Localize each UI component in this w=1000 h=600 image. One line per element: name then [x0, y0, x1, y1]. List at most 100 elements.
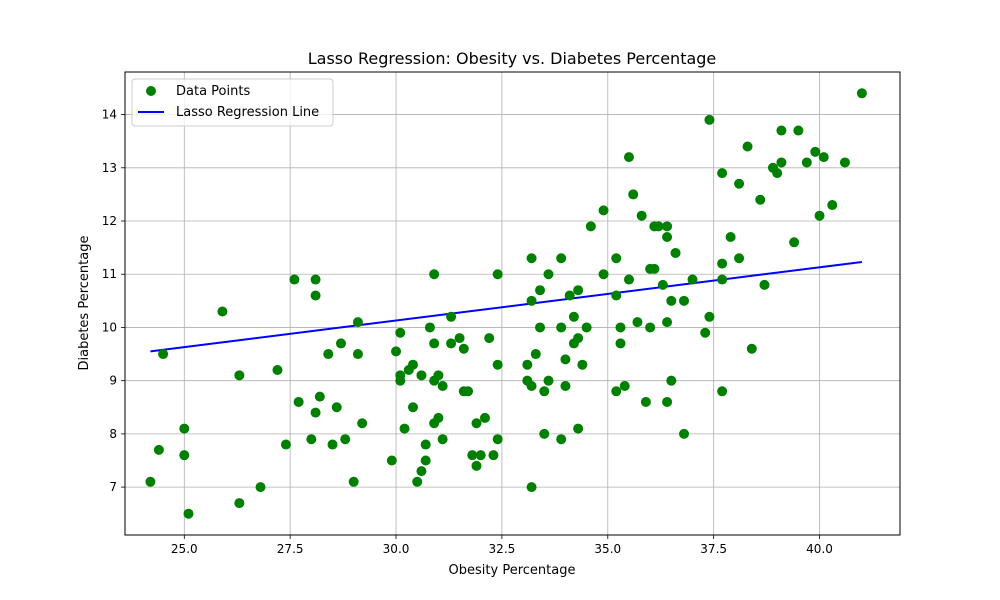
- data-point: [424, 322, 435, 333]
- data-point: [492, 434, 503, 445]
- data-point: [623, 152, 634, 163]
- y-tick-label: 12: [102, 214, 117, 228]
- data-point: [433, 370, 444, 381]
- data-point: [314, 391, 325, 402]
- data-point: [407, 359, 418, 370]
- data-point: [145, 476, 156, 487]
- data-point: [611, 386, 622, 397]
- data-point: [467, 450, 478, 461]
- data-point: [653, 221, 664, 232]
- data-point: [632, 317, 643, 328]
- data-point: [772, 168, 783, 179]
- data-point: [158, 349, 169, 360]
- data-point: [662, 396, 673, 407]
- data-point: [526, 380, 537, 391]
- data-point: [153, 444, 164, 455]
- data-point: [619, 380, 630, 391]
- data-point: [492, 269, 503, 280]
- data-point: [535, 322, 546, 333]
- legend-label-regression-line: Lasso Regression Line: [176, 105, 319, 120]
- data-point: [666, 375, 677, 386]
- data-point: [755, 194, 766, 205]
- x-axis-label: Obesity Percentage: [449, 563, 576, 578]
- x-tick-label: 40.0: [806, 542, 833, 556]
- data-point: [331, 402, 342, 413]
- data-point: [289, 274, 300, 285]
- data-point: [577, 359, 588, 370]
- data-point: [327, 439, 338, 450]
- data-point: [179, 423, 190, 434]
- x-tick-label: 37.5: [700, 542, 727, 556]
- data-point: [429, 338, 440, 349]
- data-point: [386, 455, 397, 466]
- data-point: [679, 295, 690, 306]
- data-point: [471, 418, 482, 429]
- data-point: [323, 349, 334, 360]
- data-point: [581, 322, 592, 333]
- data-point: [463, 386, 474, 397]
- y-axis-ticks: 7 8 9 10 11 12 13 14: [102, 108, 125, 494]
- data-point: [293, 396, 304, 407]
- data-point: [598, 205, 609, 216]
- data-point: [479, 412, 490, 423]
- y-tick-label: 11: [102, 267, 117, 281]
- data-point: [255, 482, 266, 493]
- data-point: [662, 221, 673, 232]
- data-point: [399, 423, 410, 434]
- data-point: [526, 253, 537, 264]
- data-point: [717, 258, 728, 269]
- grid: [125, 72, 900, 535]
- data-point: [670, 247, 681, 258]
- data-point: [446, 338, 457, 349]
- data-point: [458, 343, 469, 354]
- data-point: [704, 311, 715, 322]
- data-point: [801, 157, 812, 168]
- x-tick-label: 35.0: [594, 542, 621, 556]
- data-point: [217, 306, 228, 317]
- data-point: [615, 338, 626, 349]
- data-point: [746, 343, 757, 354]
- data-point: [539, 386, 550, 397]
- chart-title: Lasso Regression: Obesity vs. Diabetes P…: [308, 49, 717, 68]
- data-point: [573, 333, 584, 344]
- data-point: [454, 333, 465, 344]
- data-point: [310, 407, 321, 418]
- data-point: [306, 434, 317, 445]
- data-point: [636, 210, 647, 221]
- data-point: [742, 141, 753, 152]
- data-point: [645, 322, 656, 333]
- data-point: [556, 322, 567, 333]
- legend-label-data-points: Data Points: [176, 84, 250, 99]
- data-point: [568, 311, 579, 322]
- data-point: [717, 386, 728, 397]
- data-point: [412, 476, 423, 487]
- data-point: [539, 428, 550, 439]
- data-point: [776, 157, 787, 168]
- data-point: [475, 450, 486, 461]
- data-point: [759, 279, 770, 290]
- data-point: [234, 498, 245, 509]
- data-point: [818, 152, 829, 163]
- data-point: [437, 434, 448, 445]
- data-point: [488, 450, 499, 461]
- data-point: [526, 482, 537, 493]
- data-point: [734, 178, 745, 189]
- y-tick-label: 10: [102, 320, 117, 334]
- x-tick-label: 30.0: [383, 542, 410, 556]
- data-point: [810, 146, 821, 157]
- legend-marker-data-points: [146, 86, 156, 96]
- data-point: [492, 359, 503, 370]
- data-point: [357, 418, 368, 429]
- data-point: [183, 508, 194, 519]
- data-point: [776, 125, 787, 136]
- data-point: [446, 311, 457, 322]
- data-point: [179, 450, 190, 461]
- y-tick-label: 7: [109, 480, 117, 494]
- y-tick-label: 13: [102, 161, 117, 175]
- data-point: [416, 370, 427, 381]
- data-point: [433, 412, 444, 423]
- data-points-layer: [145, 88, 867, 519]
- data-point: [679, 428, 690, 439]
